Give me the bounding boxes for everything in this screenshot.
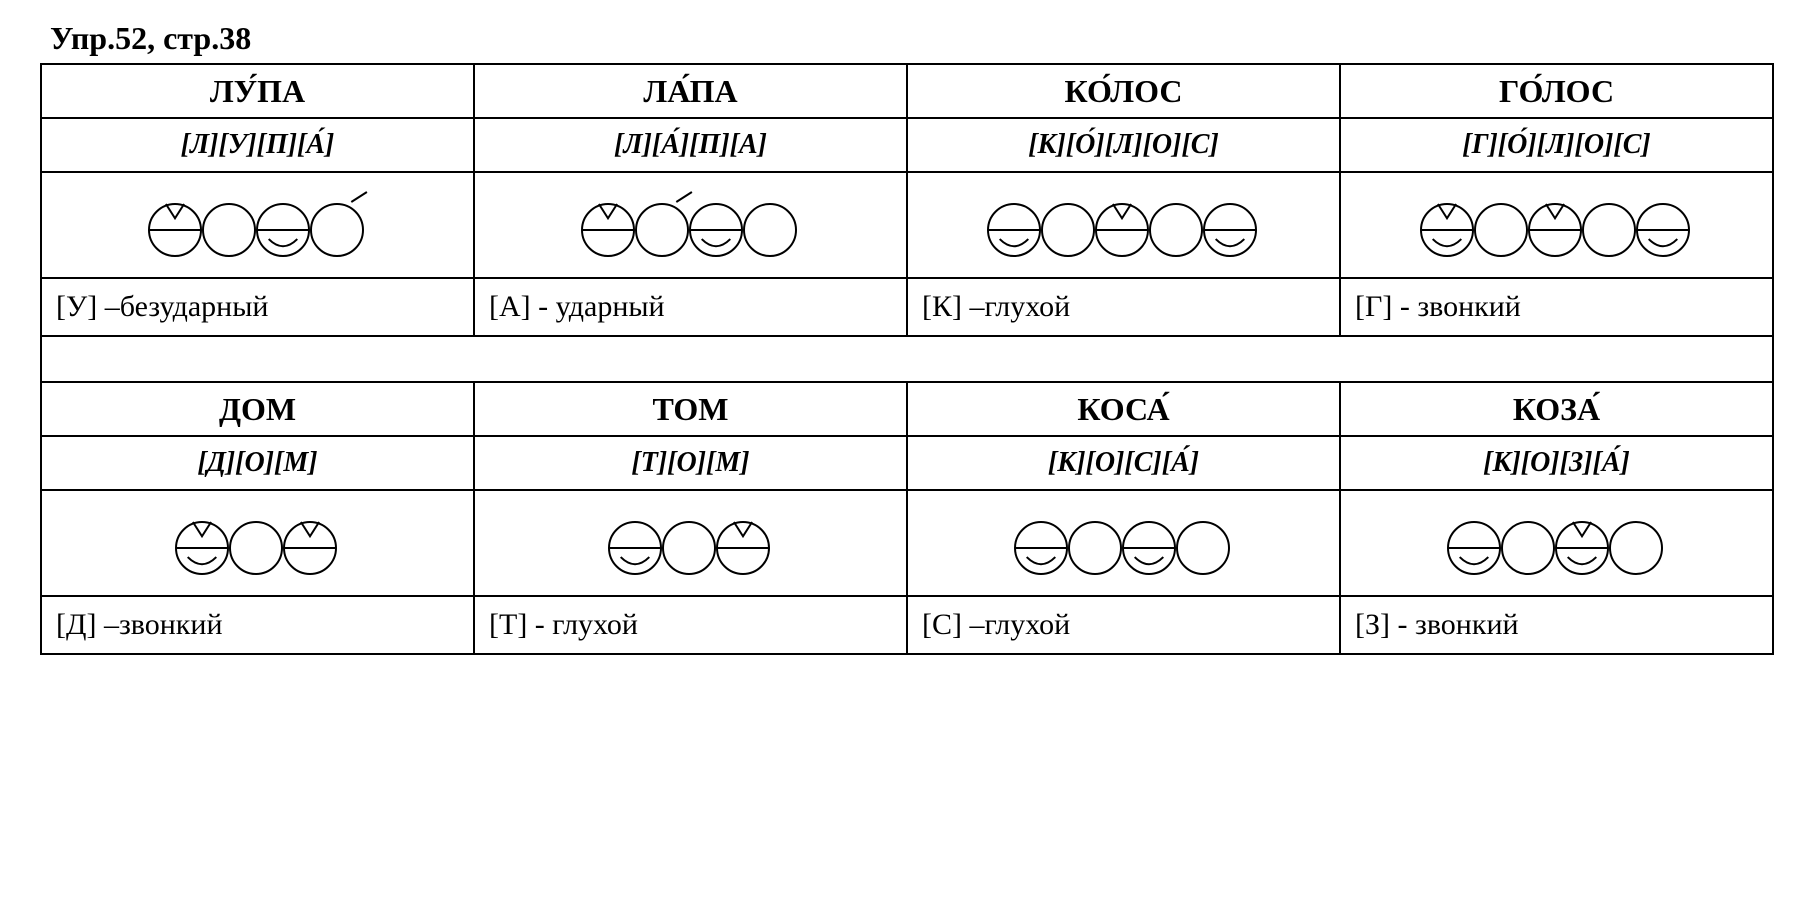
word-cell: КОЗА́	[1340, 382, 1773, 436]
diagram-cell	[907, 172, 1340, 278]
bottom-diagram-row	[41, 490, 1773, 596]
bottom-phon-row: [Д][О][М] [Т][О][М] [К][О][С][А́] [К][О]…	[41, 436, 1773, 490]
phon-cell: [Л][А́][П][А]	[474, 118, 907, 172]
top-phon-row: [Л][У][П][А́] [Л][А́][П][А] [К][О́][Л][О…	[41, 118, 1773, 172]
desc-cell: [У] –безударный	[41, 278, 474, 336]
phon-cell: [К][О][З][А́]	[1340, 436, 1773, 490]
gap-cell	[474, 336, 907, 382]
phon-cell: [К][О́][Л][О][С]	[907, 118, 1340, 172]
page-title: Упр.52, стр.38	[50, 20, 1774, 57]
diagram-cell	[474, 490, 907, 596]
gap-cell	[1340, 336, 1773, 382]
diagram-cell	[1340, 490, 1773, 596]
desc-cell: [З] - звонкий	[1340, 596, 1773, 654]
phon-cell: [Л][У][П][А́]	[41, 118, 474, 172]
word-cell: КОСА́	[907, 382, 1340, 436]
top-word-row: ЛУ́ПА ЛА́ПА КО́ЛОС ГО́ЛОС	[41, 64, 1773, 118]
desc-cell: [Д] –звонкий	[41, 596, 474, 654]
gap-cell	[41, 336, 474, 382]
word-cell: ЛУ́ПА	[41, 64, 474, 118]
diagram-cell	[474, 172, 907, 278]
gap-cell	[907, 336, 1340, 382]
word-cell: ГО́ЛОС	[1340, 64, 1773, 118]
word-cell: ДОМ	[41, 382, 474, 436]
desc-cell: [А] - ударный	[474, 278, 907, 336]
phonics-table: ЛУ́ПА ЛА́ПА КО́ЛОС ГО́ЛОС [Л][У][П][А́] …	[40, 63, 1774, 655]
top-desc-row: [У] –безударный [А] - ударный [К] –глухо…	[41, 278, 1773, 336]
gap-row	[41, 336, 1773, 382]
bottom-desc-row: [Д] –звонкий [Т] - глухой [С] –глухой [З…	[41, 596, 1773, 654]
phon-cell: [К][О][С][А́]	[907, 436, 1340, 490]
diagram-cell	[1340, 172, 1773, 278]
word-cell: ТОМ	[474, 382, 907, 436]
diagram-cell	[907, 490, 1340, 596]
phon-cell: [Г][О́][Л][О][С]	[1340, 118, 1773, 172]
desc-cell: [Т] - глухой	[474, 596, 907, 654]
desc-cell: [Г] - звонкий	[1340, 278, 1773, 336]
bottom-word-row: ДОМ ТОМ КОСА́ КОЗА́	[41, 382, 1773, 436]
diagram-cell	[41, 490, 474, 596]
phon-cell: [Д][О][М]	[41, 436, 474, 490]
desc-cell: [С] –глухой	[907, 596, 1340, 654]
word-cell: ЛА́ПА	[474, 64, 907, 118]
phon-cell: [Т][О][М]	[474, 436, 907, 490]
desc-cell: [К] –глухой	[907, 278, 1340, 336]
word-cell: КО́ЛОС	[907, 64, 1340, 118]
top-diagram-row	[41, 172, 1773, 278]
diagram-cell	[41, 172, 474, 278]
